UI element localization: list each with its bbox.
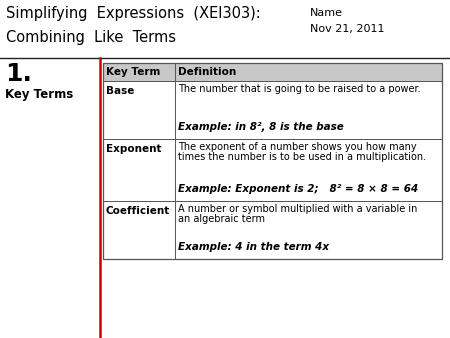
Bar: [103, 63, 442, 259]
Text: Exponent: Exponent: [106, 144, 162, 154]
Text: Combining  Like  Terms: Combining Like Terms: [6, 30, 176, 45]
Text: Simplifying  Expressions  (XEI303):: Simplifying Expressions (XEI303):: [6, 6, 261, 21]
Text: Example: in 8², 8 is the base: Example: in 8², 8 is the base: [178, 122, 344, 132]
Bar: [103, 139, 442, 201]
Text: Key Terms: Key Terms: [5, 88, 73, 101]
Text: Key Term: Key Term: [106, 67, 160, 77]
Bar: [103, 63, 442, 81]
Text: an algebraic term: an algebraic term: [178, 214, 265, 224]
Text: Example: 4 in the term 4x: Example: 4 in the term 4x: [178, 242, 329, 252]
Text: 1.: 1.: [5, 62, 32, 86]
Text: The number that is going to be raised to a power.: The number that is going to be raised to…: [178, 84, 421, 94]
Text: Name: Name: [310, 8, 343, 18]
Text: Definition: Definition: [178, 67, 236, 77]
Bar: [103, 201, 442, 259]
Text: Nov 21, 2011: Nov 21, 2011: [310, 24, 384, 34]
Bar: [103, 81, 442, 139]
Text: times the number is to be used in a multiplication.: times the number is to be used in a mult…: [178, 152, 426, 162]
Text: Example: Exponent is 2;   8² = 8 × 8 = 64: Example: Exponent is 2; 8² = 8 × 8 = 64: [178, 184, 418, 194]
Text: Base: Base: [106, 86, 135, 96]
Text: A number or symbol multiplied with a variable in: A number or symbol multiplied with a var…: [178, 204, 418, 214]
Text: The exponent of a number shows you how many: The exponent of a number shows you how m…: [178, 142, 417, 152]
Text: Coefficient: Coefficient: [106, 206, 170, 216]
